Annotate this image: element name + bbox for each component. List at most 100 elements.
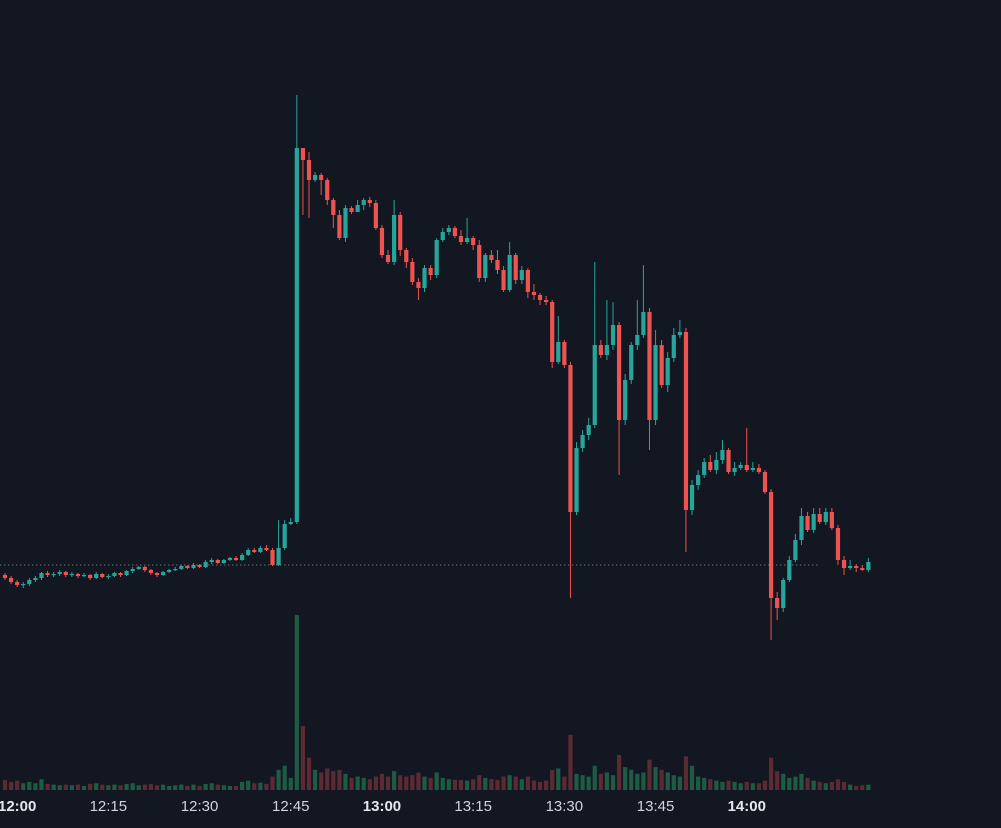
candle-body[interactable] <box>349 208 354 212</box>
candle-body[interactable] <box>51 574 56 576</box>
candle-body[interactable] <box>574 448 579 512</box>
candle-body[interactable] <box>148 570 154 573</box>
candle-body[interactable] <box>592 345 597 425</box>
candle-body[interactable] <box>233 558 239 560</box>
candle-body[interactable] <box>452 228 458 236</box>
candle-body[interactable] <box>580 435 585 448</box>
candle-body[interactable] <box>416 282 421 288</box>
candle-body[interactable] <box>756 468 762 472</box>
candle-body[interactable] <box>379 228 385 255</box>
candle-body[interactable] <box>744 465 749 470</box>
candle-body[interactable] <box>696 475 701 485</box>
candle-body[interactable] <box>252 550 257 552</box>
candle-body[interactable] <box>768 492 774 598</box>
candle-body[interactable] <box>537 295 543 300</box>
candle-body[interactable] <box>385 255 391 262</box>
candle-body[interactable] <box>154 573 160 575</box>
candle-body[interactable] <box>616 325 622 420</box>
candle-body[interactable] <box>422 268 427 288</box>
candle-body[interactable] <box>477 245 482 278</box>
candle-body[interactable] <box>823 512 828 522</box>
candle-body[interactable] <box>817 514 822 522</box>
candle-body[interactable] <box>191 565 196 568</box>
candle-body[interactable] <box>276 548 281 565</box>
candle-body[interactable] <box>677 332 682 335</box>
candle-body[interactable] <box>63 572 68 575</box>
candle-body[interactable] <box>738 465 743 468</box>
candle-body[interactable] <box>501 270 506 290</box>
candle-body[interactable] <box>136 567 141 569</box>
candle-body[interactable] <box>586 425 591 435</box>
candle-body[interactable] <box>197 565 202 567</box>
candle-body[interactable] <box>811 514 816 530</box>
candle-body[interactable] <box>671 335 676 358</box>
candle-body[interactable] <box>629 345 634 380</box>
candle-body[interactable] <box>282 524 287 548</box>
candle-body[interactable] <box>525 270 530 292</box>
candle-body[interactable] <box>300 148 306 160</box>
candle-body[interactable] <box>805 516 810 530</box>
candle-body[interactable] <box>367 200 372 203</box>
candle-body[interactable] <box>550 302 555 362</box>
candle-body[interactable] <box>689 485 695 510</box>
candle-body[interactable] <box>799 516 804 540</box>
candle-body[interactable] <box>641 312 646 335</box>
candle-body[interactable] <box>556 342 561 362</box>
candle-body[interactable] <box>854 566 859 568</box>
candle-body[interactable] <box>246 550 251 555</box>
candle-body[interactable] <box>203 562 208 567</box>
candle-body[interactable] <box>635 335 640 345</box>
candle-body[interactable] <box>75 574 81 576</box>
candle-body[interactable] <box>483 255 488 278</box>
candle-body[interactable] <box>398 215 403 250</box>
candle-body[interactable] <box>106 576 111 578</box>
candle-body[interactable] <box>829 512 834 528</box>
candle-body[interactable] <box>94 574 99 578</box>
candle-body[interactable] <box>209 560 214 562</box>
candle-body[interactable] <box>604 345 610 355</box>
candle-body[interactable] <box>702 462 707 475</box>
candle-body[interactable] <box>69 574 74 576</box>
candle-body[interactable] <box>215 560 220 563</box>
candle-body[interactable] <box>373 203 378 228</box>
candle-body[interactable] <box>708 462 713 470</box>
candle-body[interactable] <box>112 573 117 576</box>
candle-body[interactable] <box>319 175 324 180</box>
candle-body[interactable] <box>793 540 798 560</box>
candle-body[interactable] <box>221 560 226 563</box>
candle-body[interactable] <box>750 468 755 470</box>
candle-body[interactable] <box>495 260 500 270</box>
candle-body[interactable] <box>337 215 342 238</box>
candle-body[interactable] <box>179 566 184 569</box>
candle-body[interactable] <box>331 200 336 215</box>
candle-body[interactable] <box>683 332 689 510</box>
candle-body[interactable] <box>312 175 318 180</box>
candle-body[interactable] <box>227 558 233 560</box>
candle-body[interactable] <box>598 345 603 355</box>
candle-body[interactable] <box>726 450 731 472</box>
candle-body[interactable] <box>81 575 87 577</box>
candle-body[interactable] <box>458 236 464 242</box>
candle-body[interactable] <box>167 570 172 572</box>
candle-body[interactable] <box>440 232 445 240</box>
candle-body[interactable] <box>513 255 518 280</box>
candle-body[interactable] <box>428 268 433 275</box>
candle-body[interactable] <box>841 560 847 568</box>
candle-body[interactable] <box>647 312 652 420</box>
candle-body[interactable] <box>264 548 269 550</box>
candle-body[interactable] <box>57 572 62 574</box>
candle-body[interactable] <box>562 342 567 365</box>
candle-body[interactable] <box>866 562 871 570</box>
candle-body[interactable] <box>8 578 14 582</box>
candle-body[interactable] <box>835 528 841 560</box>
candle-body[interactable] <box>361 200 366 205</box>
candle-body[interactable] <box>39 573 44 578</box>
candle-body[interactable] <box>787 560 792 580</box>
candle-body[interactable] <box>781 580 786 608</box>
candle-body[interactable] <box>2 575 8 578</box>
candle-body[interactable] <box>45 573 50 575</box>
candle-body[interactable] <box>173 569 178 571</box>
candle-body[interactable] <box>160 572 166 575</box>
candle-body[interactable] <box>130 569 135 571</box>
